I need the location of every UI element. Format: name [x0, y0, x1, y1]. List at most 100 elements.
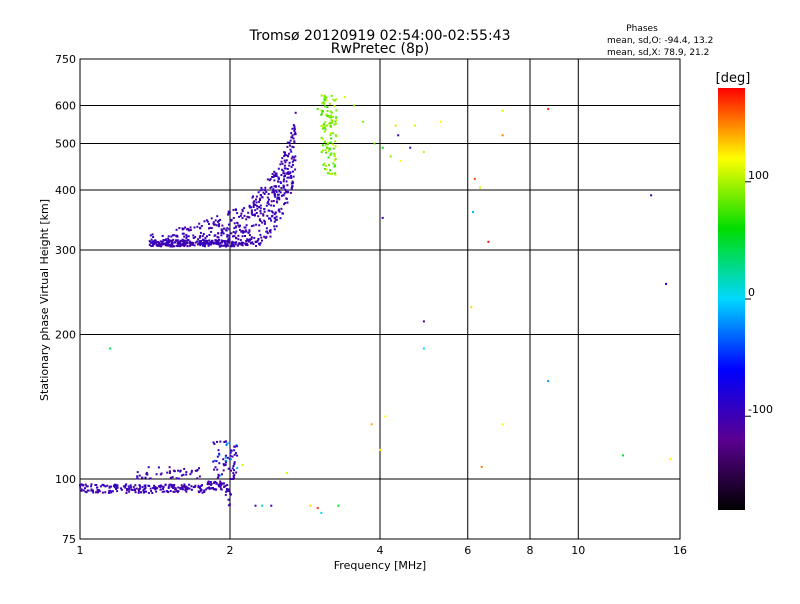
f-layer-point: [221, 231, 224, 234]
e-layer-point: [197, 484, 200, 487]
f-layer-point: [282, 172, 285, 175]
f-layer-point: [268, 209, 271, 212]
f-layer-point: [274, 173, 277, 176]
f-layer-point: [277, 167, 280, 170]
scatter-point: [480, 465, 483, 468]
f-layer-point: [324, 124, 327, 127]
e-layer-point: [193, 485, 196, 488]
e-layer-point: [110, 485, 113, 488]
f-layer-point: [283, 164, 286, 167]
f-layer-point: [254, 203, 257, 206]
e-layer-point: [159, 488, 162, 491]
f-layer-point: [258, 224, 261, 227]
e-layer-point: [198, 467, 200, 470]
e-layer-point: [154, 488, 157, 491]
data-points: [79, 94, 672, 514]
e-layer-point: [201, 484, 203, 487]
scatter-point: [422, 320, 425, 323]
f-layer-point: [276, 197, 279, 200]
f-layer-point: [228, 236, 231, 239]
f-layer-point: [148, 243, 151, 246]
e-layer-point: [235, 471, 238, 474]
e-layer-point: [199, 486, 201, 488]
e-layer-point: [125, 492, 128, 494]
f-layer-point: [288, 141, 291, 144]
e-layer-point: [115, 488, 117, 490]
f-layer-point: [202, 239, 205, 242]
f-layer-point: [290, 176, 293, 179]
e-layer-point: [230, 478, 233, 480]
e-layer-point: [144, 476, 147, 479]
y-tick-label: 300: [55, 244, 76, 257]
f-layer-point: [285, 180, 288, 183]
f-layer-point: [280, 194, 283, 197]
f-layer-point: [252, 243, 255, 245]
e-layer-point: [224, 440, 227, 443]
f-layer-point: [271, 173, 274, 175]
f-layer-point: [199, 227, 202, 230]
f-layer-point: [259, 207, 262, 210]
e-layer-point: [168, 470, 171, 473]
f-layer-point: [239, 242, 242, 245]
scatter-point: [472, 211, 475, 213]
f-layer-point: [290, 157, 293, 160]
e-layer-point: [158, 485, 160, 488]
e-layer-point: [230, 469, 233, 472]
scatter-point: [394, 124, 397, 127]
f-layer-point: [228, 228, 231, 231]
f-layer-point: [210, 227, 213, 230]
e-layer-point: [97, 491, 99, 494]
e-layer-point: [160, 484, 162, 487]
f-layer-point: [285, 189, 287, 192]
f-layer-point: [320, 112, 323, 115]
e-layer-point: [214, 466, 217, 469]
f-layer-point: [281, 162, 284, 165]
e-layer-point: [208, 483, 211, 486]
x-tick-label: 2: [227, 544, 234, 557]
f-layer-point: [287, 155, 290, 158]
f-layer-point: [329, 116, 332, 119]
f-layer-point: [286, 168, 289, 170]
e-layer-point: [192, 486, 195, 489]
f-layer-point: [208, 234, 211, 236]
f-layer-point: [259, 242, 262, 245]
f-layer-point: [329, 172, 332, 175]
f-layer-point: [203, 220, 206, 223]
f-layer-point: [275, 175, 278, 177]
f-layer-point: [178, 227, 181, 230]
f-layer-point: [217, 240, 220, 243]
e-layer-point: [136, 475, 139, 478]
y-tick-label: 75: [62, 533, 76, 546]
f-layer-point: [243, 214, 246, 217]
e-layer-point: [134, 491, 137, 494]
scatter-point: [381, 216, 384, 219]
e-layer-point: [80, 489, 83, 492]
f-layer-point: [293, 128, 296, 131]
f-layer-point: [292, 124, 295, 127]
e-layer-point: [184, 485, 187, 488]
e-layer-point: [208, 487, 211, 490]
f-layer-point: [335, 116, 338, 119]
e-layer-point: [203, 491, 206, 493]
f-layer-point: [207, 244, 210, 247]
colorbar-ticks: 100 0 -100: [745, 169, 773, 417]
e-layer-point: [97, 489, 100, 492]
f-layer-point: [156, 243, 159, 246]
f-layer-point: [287, 173, 290, 176]
f-layer-point: [278, 196, 281, 199]
f-layer-point: [250, 206, 253, 209]
f-layer-point: [175, 244, 178, 247]
f-layer-point: [173, 241, 176, 244]
f-layer-point: [291, 180, 294, 183]
f-layer-point: [270, 219, 273, 222]
f-layer-point: [221, 244, 224, 247]
f-layer-point: [331, 120, 334, 123]
f-layer-point: [202, 243, 205, 246]
x-tick-label: 1: [77, 544, 84, 557]
e-layer-point: [196, 469, 199, 471]
f-layer-point: [182, 227, 185, 230]
f-layer-point: [335, 98, 338, 101]
f-layer-point: [269, 178, 272, 181]
f-layer-point: [152, 242, 155, 245]
f-layer-point: [294, 155, 297, 158]
